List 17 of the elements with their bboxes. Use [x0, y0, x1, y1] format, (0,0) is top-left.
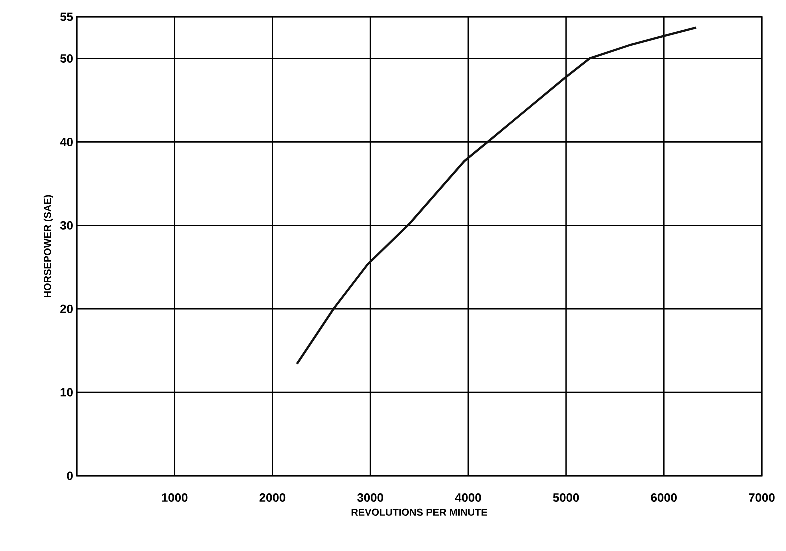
y-tick-label: 20 — [60, 304, 73, 314]
x-axis-title: REVOLUTIONS PER MINUTE — [352, 508, 488, 516]
x-tick-label: 1000 — [162, 494, 188, 502]
y-axis-title: HORSEPOWER (SAE) — [44, 195, 54, 298]
x-tick-label: 5000 — [553, 494, 580, 502]
x-tick-label: 6000 — [651, 494, 677, 502]
line-series — [296, 26, 698, 366]
y-tick-label: 0 — [67, 472, 73, 480]
y-tick-label: 10 — [60, 388, 73, 397]
x-tick-label: 3000 — [358, 494, 384, 502]
y-tick-label: 40 — [60, 138, 73, 146]
y-tick-label: 50 — [60, 54, 73, 63]
y-tick-label: 55 — [60, 12, 74, 22]
x-tick-label: 2000 — [260, 494, 286, 502]
y-tick-label: 30 — [60, 221, 73, 230]
x-tick-label: 4000 — [455, 494, 482, 502]
x-tick-label: 7000 — [749, 494, 775, 502]
